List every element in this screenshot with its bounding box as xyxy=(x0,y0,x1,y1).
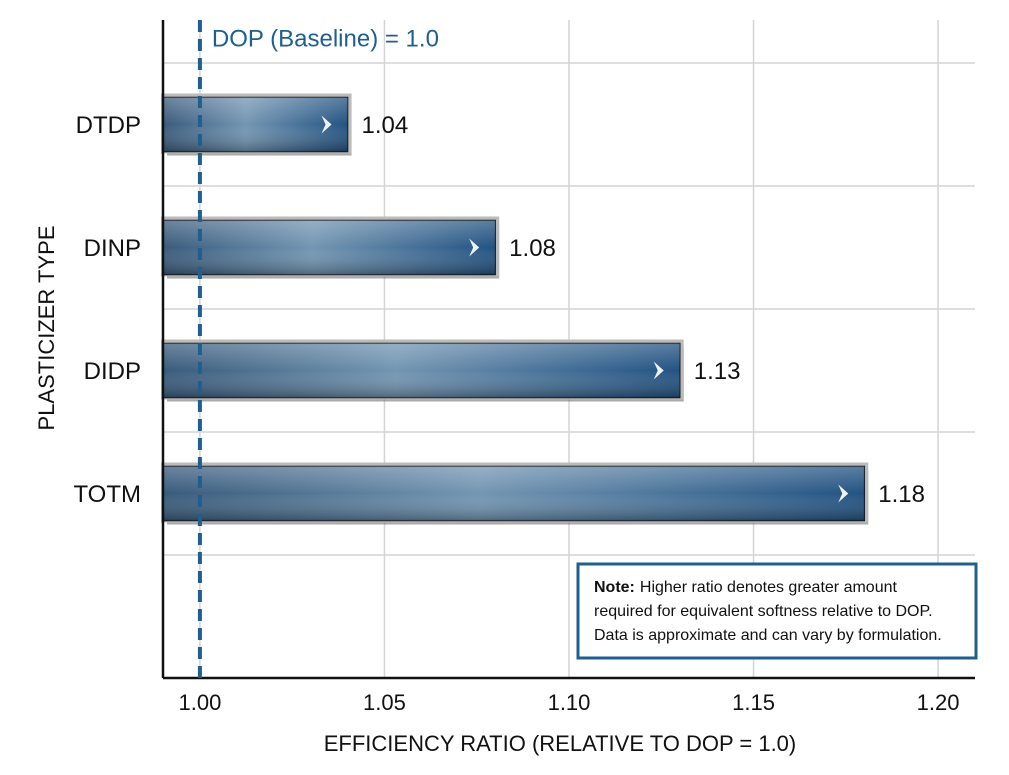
bar-shade xyxy=(163,220,496,275)
value-label: 1.18 xyxy=(878,481,925,508)
value-label: 1.13 xyxy=(694,358,741,385)
bar-arrow xyxy=(469,238,480,257)
value-label: 1.08 xyxy=(509,235,556,262)
x-tick-label: 1.05 xyxy=(363,690,406,715)
bar-shade xyxy=(163,466,865,521)
note-label: Note: xyxy=(594,579,635,596)
bar-arrow xyxy=(653,361,664,380)
bar-shade xyxy=(163,97,348,152)
y-tick-label: TOTM xyxy=(73,481,141,508)
note-text: Note: Higher ratio denotes greater amount xyxy=(594,579,897,596)
baseline-label: DOP (Baseline) = 1.0 xyxy=(212,25,439,52)
x-tick-label: 1.15 xyxy=(732,690,775,715)
bar-shade xyxy=(163,343,680,398)
value-label: 1.04 xyxy=(362,112,409,139)
x-tick-label: 1.00 xyxy=(178,690,221,715)
y-axis-title: PLASTICIZER TYPE xyxy=(34,226,59,431)
note-box xyxy=(576,562,978,660)
x-axis-title: EFFICIENCY RATIO (RELATIVE TO DOP = 1.0) xyxy=(324,731,797,756)
bar-arrow xyxy=(838,484,849,503)
note-text: Data is approximate and can vary by form… xyxy=(594,627,942,644)
x-tick-label: 1.20 xyxy=(917,690,960,715)
y-tick-label: DTDP xyxy=(76,112,141,139)
y-tick-label: DIDP xyxy=(84,358,141,385)
note-text: required for equivalent softness relativ… xyxy=(594,603,933,620)
x-tick-label: 1.10 xyxy=(548,690,591,715)
y-tick-label: DINP xyxy=(84,235,141,262)
note-line: Higher ratio denotes greater amount xyxy=(640,579,898,596)
bar-arrow xyxy=(321,115,332,134)
